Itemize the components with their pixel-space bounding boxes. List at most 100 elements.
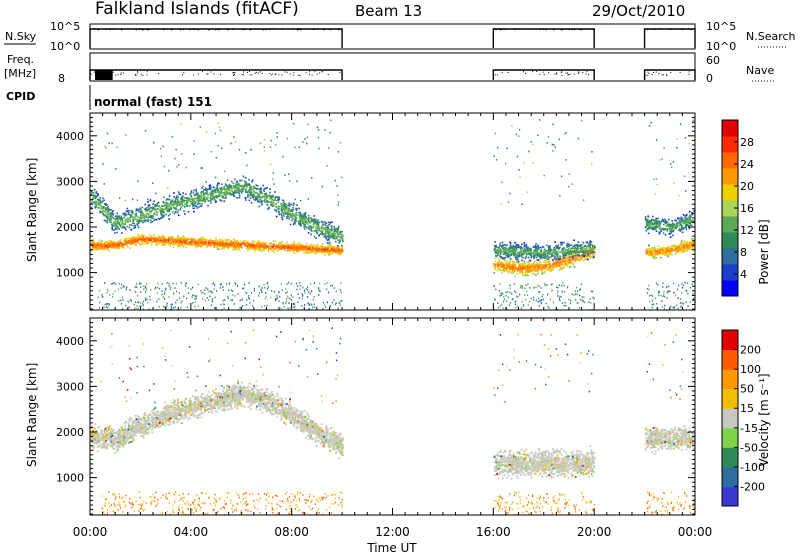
power-cell [506, 260, 508, 263]
nsearch-dot [654, 28, 656, 30]
nsearch-dot [298, 28, 300, 30]
power-cell [271, 203, 273, 205]
power-cell [193, 240, 195, 243]
power-cell [548, 256, 551, 259]
power-cell [303, 220, 305, 222]
power-cell [526, 269, 529, 272]
power-cell [539, 263, 541, 266]
power-cell [118, 245, 121, 248]
power-cell [577, 259, 580, 261]
power-cell [556, 251, 558, 254]
power-cell [209, 244, 211, 247]
power-cell [548, 269, 550, 271]
power-cell [187, 198, 190, 201]
power-cell [233, 185, 236, 188]
power-cell [200, 194, 203, 196]
power-cell [244, 196, 247, 199]
nsearch-dot [105, 28, 107, 30]
power-cell [221, 189, 224, 191]
power-cell [549, 268, 552, 271]
power-cell [536, 244, 539, 247]
power-cell [92, 246, 95, 249]
power-cell [111, 216, 113, 218]
power-cell [190, 238, 192, 240]
power-cell [156, 213, 158, 216]
power-cell [525, 273, 528, 276]
power-cell [326, 231, 329, 234]
power-cell [560, 268, 563, 271]
power-cell [131, 242, 134, 245]
power-cell [210, 241, 213, 244]
power-cell [508, 247, 511, 250]
power-cell [321, 243, 324, 245]
power-cell [554, 266, 557, 268]
power-cell [312, 218, 315, 221]
power-cell [120, 242, 123, 245]
power-cell [285, 246, 287, 249]
power-cell [545, 253, 548, 255]
power-cell [123, 241, 126, 243]
power-cell [547, 268, 549, 270]
power-cell [212, 195, 214, 197]
power-cell [185, 240, 188, 242]
power-cell [532, 252, 535, 254]
power-cell [226, 239, 229, 241]
power-cell [94, 206, 97, 209]
power-cell [239, 240, 242, 242]
power-cell [201, 241, 204, 244]
power-cell [274, 240, 277, 243]
power-cell [156, 205, 159, 207]
power-cell [588, 255, 590, 257]
power-cell [307, 217, 310, 219]
power-cell [108, 214, 110, 216]
power-cell [107, 215, 110, 217]
power-cell [513, 267, 515, 270]
power-cell [509, 270, 511, 273]
power-cell [564, 254, 566, 257]
power-cell [521, 259, 523, 262]
power-cell [501, 257, 504, 260]
power-cell [107, 210, 110, 212]
power-cell [139, 235, 141, 238]
power-cell [187, 211, 190, 213]
power-cell [313, 215, 316, 217]
power-cell [494, 255, 497, 257]
power-cell [293, 215, 295, 217]
power-cell [315, 250, 317, 253]
power-cell [532, 264, 535, 267]
power-cell [311, 245, 314, 248]
power-cell [320, 251, 323, 253]
power-cell [201, 199, 203, 202]
power-cell [501, 241, 504, 244]
nsearch-dot [223, 28, 225, 30]
power-cell [98, 203, 101, 206]
power-cell [514, 252, 517, 255]
power-cell [277, 201, 280, 204]
power-cell [568, 253, 570, 255]
power-cell [122, 222, 124, 225]
power-cell [567, 248, 570, 250]
power-cell [232, 182, 235, 185]
power-cell [186, 204, 189, 207]
nsearch-dot [208, 29, 210, 31]
power-cell [497, 269, 499, 272]
power-cell [510, 265, 513, 268]
power-cell [226, 186, 229, 189]
nave-dot [135, 73, 137, 75]
power-cell [143, 215, 146, 218]
power-cell [169, 239, 172, 242]
power-cell [161, 236, 163, 239]
power-cell [201, 186, 203, 189]
power-cell [584, 244, 587, 247]
nsearch-dot [340, 28, 342, 30]
power-cell [168, 206, 171, 208]
power-cell [210, 202, 212, 204]
power-cell [158, 238, 160, 240]
power-cell [112, 210, 114, 212]
power-cell [329, 251, 332, 253]
power-cell [506, 266, 508, 269]
power-cell [551, 254, 554, 256]
power-cell [119, 239, 122, 241]
power-cell [249, 244, 252, 247]
power-cell [304, 217, 306, 220]
